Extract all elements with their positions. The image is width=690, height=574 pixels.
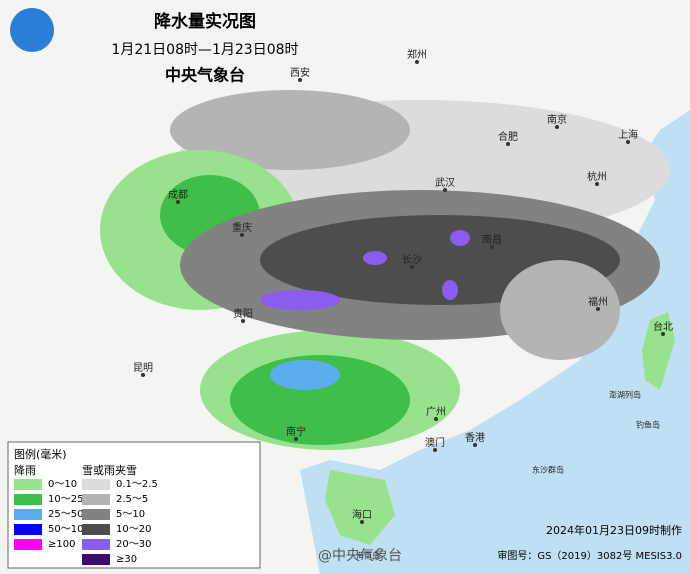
legend-swatch — [14, 539, 42, 550]
agency: 中央气象台 — [165, 66, 245, 85]
precipitation — [100, 90, 670, 450]
taiwan-island — [642, 312, 675, 390]
map-title: 降水量实况图 — [154, 11, 256, 32]
legend-label: 0.1～2.5 — [116, 479, 158, 490]
watermark: @中央气象台 — [318, 548, 402, 564]
legend-label: 5～10 — [116, 509, 145, 520]
city-dot — [294, 437, 298, 441]
city-dot — [661, 332, 665, 336]
period: 1月21日08时—1月23日08时 — [111, 42, 298, 58]
approval: 审图号：GS（2019）3082号 MESIS3.0 — [497, 549, 682, 562]
hainan-island — [325, 470, 395, 545]
legend-label: ≥30 — [116, 554, 137, 565]
city-label: 澎湖列岛 — [609, 390, 641, 400]
city-label: 西安 — [290, 66, 310, 79]
city-label: 钓鱼岛 — [636, 420, 660, 430]
legend-items: 0～10 10～25 25～50 50～100 ≥100 0.1～2.5 2.5～5 5～10… — [14, 479, 158, 565]
legend-rain-title: 降雨 — [14, 463, 36, 477]
city-dot — [555, 125, 559, 129]
city-label: 东沙群岛 — [532, 465, 564, 475]
legend-swatch — [82, 539, 110, 550]
legend-swatch — [82, 494, 110, 505]
city-label: 南宁 — [286, 425, 306, 438]
legend-label: 50～100 — [48, 524, 90, 535]
city-dot — [176, 200, 180, 204]
city-label: 贵阳 — [233, 307, 253, 320]
legend-label: 0～10 — [48, 479, 77, 490]
legend-label: 20～30 — [116, 539, 151, 550]
city-label: 长沙 — [402, 254, 422, 266]
city-label: 成都 — [168, 189, 188, 201]
precip-area — [363, 251, 387, 265]
city-dot — [240, 233, 244, 237]
city-dot — [141, 373, 145, 377]
city-dot — [241, 319, 245, 323]
legend-label: 2.5～5 — [116, 494, 148, 505]
precip-area — [270, 360, 340, 390]
sea — [300, 110, 690, 574]
legend-swatch — [82, 509, 110, 520]
legend-swatch — [14, 509, 42, 520]
city-dot — [443, 188, 447, 192]
legend-swatch — [14, 479, 42, 490]
city-dot — [433, 448, 437, 452]
city-label: 台北 — [653, 320, 673, 333]
city-label: 福州 — [588, 295, 608, 308]
city-label: 海口 — [352, 508, 372, 521]
city-label: 重庆 — [232, 221, 252, 234]
legend-label: 10～25 — [48, 494, 83, 505]
city-label: 澳门 — [425, 436, 445, 449]
legend-box — [7, 441, 261, 569]
city-label: 合肥 — [498, 130, 518, 143]
city-dot — [473, 443, 477, 447]
city-label: 南京 — [547, 113, 567, 126]
city-dot — [410, 265, 414, 269]
logo — [10, 8, 54, 52]
city-dot — [298, 78, 302, 82]
city-label: 南昌 — [482, 233, 502, 246]
precip-area — [260, 290, 340, 310]
precip-area — [500, 260, 620, 360]
city-dot — [506, 142, 510, 146]
city-dot — [415, 60, 419, 64]
legend-swatch — [14, 494, 42, 505]
legend-snow-title: 雪或雨夹雪 — [82, 464, 137, 477]
legend-label: 25～50 — [48, 509, 83, 520]
precip-area — [442, 280, 458, 300]
precip-area — [170, 90, 410, 170]
city-dot — [596, 307, 600, 311]
city-label: 杭州 — [587, 170, 607, 183]
city-label: 上海 — [618, 128, 638, 141]
legend-label: 10～20 — [116, 524, 151, 535]
precip-area — [450, 230, 470, 246]
city-label: 郑州 — [407, 48, 427, 61]
city-dot — [626, 140, 630, 144]
city-dot — [490, 245, 494, 249]
legend-swatch — [82, 479, 110, 490]
legend-swatch — [14, 524, 42, 535]
city-dot — [434, 417, 438, 421]
city-dot — [595, 182, 599, 186]
city-label: 昆明 — [133, 362, 153, 374]
made-time: 2024年01月23日09时制作 — [546, 523, 682, 537]
city-label: 武汉 — [435, 176, 455, 189]
legend-title: 图例(毫米) — [14, 447, 67, 461]
legend-label: ≥100 — [48, 539, 75, 550]
legend-swatch — [82, 554, 110, 565]
city-dot — [360, 520, 364, 524]
city-label: 海南岛 — [356, 551, 380, 561]
city-label: 广州 — [426, 406, 446, 418]
city-label: 香港 — [465, 432, 485, 444]
legend-swatch — [82, 524, 110, 535]
